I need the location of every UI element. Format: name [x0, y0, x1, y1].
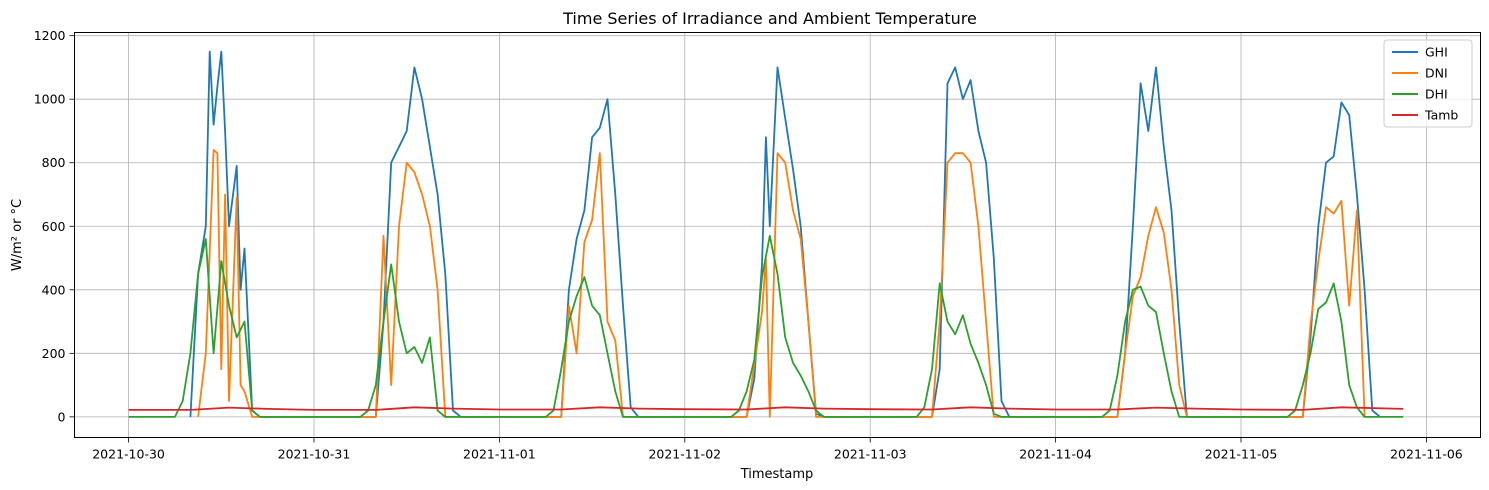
- chart-title: Time Series of Irradiance and Ambient Te…: [562, 9, 977, 28]
- series-line-dhi: [128, 234, 1404, 418]
- grid-lines: [74, 32, 1481, 438]
- x-axis-label: Timestamp: [740, 467, 814, 482]
- legend-label-tamb: Tamb: [1424, 108, 1458, 123]
- x-tick-label: 2021-10-30: [92, 447, 165, 462]
- x-tick-label: 2021-11-02: [648, 447, 721, 462]
- x-tick-label: 2021-11-01: [463, 447, 536, 462]
- y-tick-label: 0: [58, 409, 66, 424]
- series-line-tamb: [128, 406, 1404, 411]
- x-tick-label: 2021-11-05: [1205, 447, 1278, 462]
- x-axis-ticks: 2021-10-30 2021-10-31 2021-11-01 2021-11-02…: [92, 437, 1463, 462]
- series-lines: [128, 50, 1404, 418]
- x-tick-label: 2021-11-03: [834, 447, 907, 462]
- series-line-dni: [197, 149, 1366, 418]
- legend-label-dni: DNI: [1425, 66, 1448, 81]
- legend-box: [1383, 39, 1473, 128]
- legend-label-dhi: DHI: [1425, 87, 1448, 102]
- x-tick-label: 2021-11-06: [1390, 447, 1463, 462]
- y-tick-label: 600: [42, 219, 66, 234]
- legend-label-ghi: GHI: [1425, 45, 1448, 60]
- y-tick-label: 200: [42, 346, 66, 361]
- x-tick-label: 2021-11-04: [1019, 447, 1092, 462]
- legend: GHI DNI DHI Tamb: [1383, 39, 1473, 128]
- plot-frame: [74, 32, 1481, 438]
- y-tick-label: 1000: [34, 92, 66, 107]
- y-tick-label: 800: [42, 155, 66, 170]
- series-line-ghi: [189, 50, 1381, 418]
- y-axis-ticks: 0 200 400 600 800 1000 1200: [34, 28, 75, 424]
- y-tick-label: 1200: [34, 28, 66, 43]
- x-tick-label: 2021-10-31: [278, 447, 351, 462]
- y-axis-label: W/m² or °C: [10, 199, 25, 271]
- y-tick-label: 400: [42, 282, 66, 297]
